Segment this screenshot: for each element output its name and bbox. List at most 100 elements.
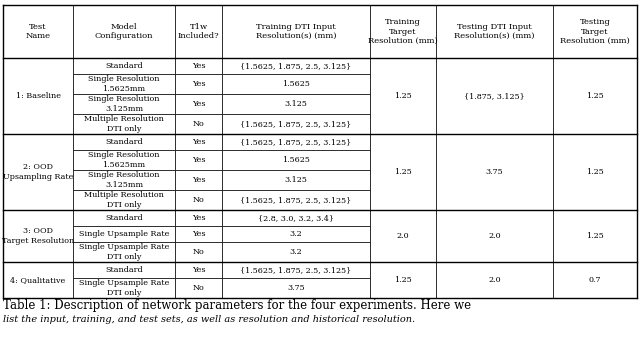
Bar <box>175 58 222 74</box>
Text: Table 1: Description of network parameters for the four experiments. Here we: Table 1: Description of network paramete… <box>3 299 471 313</box>
Bar <box>73 58 175 74</box>
Text: 1.25: 1.25 <box>394 276 412 284</box>
Bar <box>73 94 175 114</box>
Text: 3.2: 3.2 <box>290 248 302 256</box>
Bar <box>222 58 370 74</box>
Text: 3.75: 3.75 <box>287 284 305 292</box>
Text: Yes: Yes <box>192 214 205 222</box>
Bar <box>3 58 73 134</box>
Text: No: No <box>193 284 204 292</box>
Text: 1.25: 1.25 <box>586 232 604 240</box>
Text: Training
Target
Resolution (mm): Training Target Resolution (mm) <box>368 18 438 45</box>
Bar <box>175 226 222 242</box>
Text: 0.7: 0.7 <box>589 276 601 284</box>
Bar <box>73 134 175 150</box>
Text: {1.5625, 1.875, 2.5, 3.125}: {1.5625, 1.875, 2.5, 3.125} <box>241 120 351 128</box>
Text: 1.25: 1.25 <box>394 92 412 100</box>
Text: {1.5625, 1.875, 2.5, 3.125}: {1.5625, 1.875, 2.5, 3.125} <box>241 266 351 274</box>
Bar <box>175 190 222 210</box>
Text: Model
Configuration: Model Configuration <box>95 23 153 40</box>
Bar <box>222 278 370 298</box>
Text: Single Resolution
3.125mm: Single Resolution 3.125mm <box>88 95 160 113</box>
Bar <box>73 242 175 262</box>
Text: Single Resolution
3.125mm: Single Resolution 3.125mm <box>88 172 160 188</box>
Bar <box>175 114 222 134</box>
Bar <box>553 134 637 210</box>
Bar <box>553 210 637 262</box>
Text: Single Resolution
1.5625mm: Single Resolution 1.5625mm <box>88 75 160 93</box>
Bar <box>175 134 222 150</box>
Text: Yes: Yes <box>192 80 205 88</box>
Text: 3.75: 3.75 <box>486 168 503 176</box>
Bar <box>553 58 637 134</box>
Bar <box>436 262 553 298</box>
Text: 3.2: 3.2 <box>290 230 302 238</box>
Bar <box>436 134 553 210</box>
Text: Yes: Yes <box>192 138 205 146</box>
Text: Standard: Standard <box>105 62 143 70</box>
Text: Standard: Standard <box>105 266 143 274</box>
Bar <box>222 242 370 262</box>
Bar <box>73 226 175 242</box>
Text: 1.25: 1.25 <box>586 92 604 100</box>
Text: Standard: Standard <box>105 214 143 222</box>
Text: No: No <box>193 120 204 128</box>
Text: Yes: Yes <box>192 156 205 164</box>
Text: Single Upsample Rate
DTI only: Single Upsample Rate DTI only <box>79 279 169 297</box>
Text: Multiple Resolution
DTI only: Multiple Resolution DTI only <box>84 115 164 133</box>
Text: Yes: Yes <box>192 176 205 184</box>
Text: Single Upsample Rate
DTI only: Single Upsample Rate DTI only <box>79 243 169 261</box>
Text: Testing DTI Input
Resolution(s) (mm): Testing DTI Input Resolution(s) (mm) <box>454 23 535 40</box>
Bar <box>175 242 222 262</box>
Bar <box>73 74 175 94</box>
Bar <box>3 5 73 58</box>
Bar <box>222 134 370 150</box>
Bar <box>370 262 436 298</box>
Bar <box>73 150 175 170</box>
Text: Yes: Yes <box>192 100 205 108</box>
Bar <box>222 262 370 278</box>
Bar <box>175 278 222 298</box>
Text: 1.5625: 1.5625 <box>282 80 310 88</box>
Text: Test
Name: Test Name <box>26 23 51 40</box>
Text: 1.5625: 1.5625 <box>282 156 310 164</box>
Bar <box>73 190 175 210</box>
Text: Single Upsample Rate: Single Upsample Rate <box>79 230 169 238</box>
Bar <box>222 94 370 114</box>
Text: 1: Baseline: 1: Baseline <box>15 92 61 100</box>
Bar <box>175 74 222 94</box>
Bar <box>3 210 73 262</box>
Bar <box>175 150 222 170</box>
Text: Testing
Target
Resolution (mm): Testing Target Resolution (mm) <box>560 18 630 45</box>
Bar <box>370 210 436 262</box>
Bar <box>222 170 370 190</box>
Text: {2.8, 3.0, 3.2, 3.4}: {2.8, 3.0, 3.2, 3.4} <box>258 214 334 222</box>
Bar <box>73 5 175 58</box>
Bar <box>175 170 222 190</box>
Bar <box>73 262 175 278</box>
Bar <box>73 114 175 134</box>
Text: Yes: Yes <box>192 266 205 274</box>
Bar <box>436 210 553 262</box>
Text: T1w
Included?: T1w Included? <box>178 23 220 40</box>
Bar <box>3 262 73 298</box>
Text: Training DTI Input
Resolution(s) (mm): Training DTI Input Resolution(s) (mm) <box>256 23 336 40</box>
Text: Yes: Yes <box>192 62 205 70</box>
Bar <box>175 262 222 278</box>
Text: list the input, training, and test sets, as well as resolution and historical re: list the input, training, and test sets,… <box>3 316 415 324</box>
Text: 1.25: 1.25 <box>394 168 412 176</box>
Bar <box>370 5 436 58</box>
Bar <box>73 210 175 226</box>
Bar <box>73 170 175 190</box>
Bar <box>222 5 370 58</box>
Bar <box>3 134 73 210</box>
Text: 3: OOD
Target Resolution: 3: OOD Target Resolution <box>2 227 74 245</box>
Text: {1.5625, 1.875, 2.5, 3.125}: {1.5625, 1.875, 2.5, 3.125} <box>241 62 351 70</box>
Text: Standard: Standard <box>105 138 143 146</box>
Text: 4: Qualitative: 4: Qualitative <box>10 276 66 284</box>
Text: {1.875, 3.125}: {1.875, 3.125} <box>464 92 525 100</box>
Bar <box>222 114 370 134</box>
Bar <box>222 226 370 242</box>
Bar <box>222 190 370 210</box>
Text: 3.125: 3.125 <box>285 176 307 184</box>
